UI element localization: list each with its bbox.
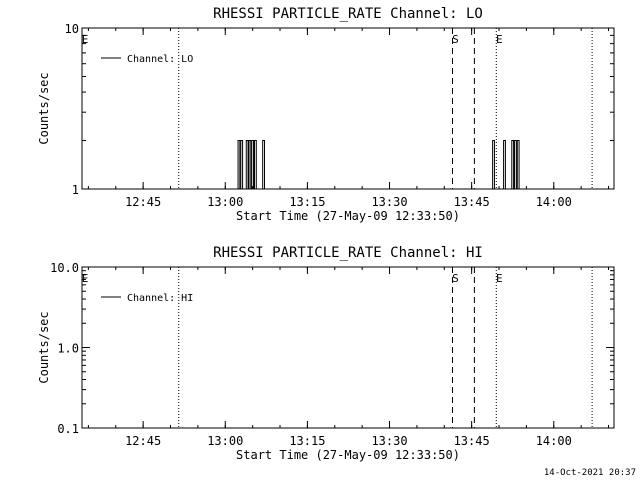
x-tick-label: 14:00 bbox=[536, 195, 572, 209]
event-mark-e: E bbox=[82, 33, 89, 46]
x-tick-label: 13:15 bbox=[289, 434, 325, 448]
data-spike bbox=[240, 140, 244, 189]
plot-title: RHESSI PARTICLE_RATE Channel: HI bbox=[213, 245, 483, 261]
x-tick-label: 13:15 bbox=[289, 195, 325, 209]
y-tick-label: 10 bbox=[65, 22, 79, 36]
plot-panel-1: RHESSI PARTICLE_RATE Channel: LO 12:45 13:… bbox=[37, 6, 615, 223]
plot-title: RHESSI PARTICLE_RATE Channel: LO bbox=[213, 6, 483, 22]
data-spike bbox=[503, 140, 506, 189]
event-mark-s: S bbox=[452, 272, 459, 285]
data-spike bbox=[516, 140, 520, 189]
event-mark-e: E bbox=[82, 272, 89, 285]
y-tick-label: 1 bbox=[72, 183, 79, 197]
plot-frame bbox=[81, 266, 615, 429]
data-spike bbox=[251, 140, 255, 189]
x-tick-label: 13:30 bbox=[371, 195, 407, 209]
y-tick-label: 0.1 bbox=[57, 422, 79, 436]
event-mark-e: E bbox=[496, 272, 503, 285]
data-spike bbox=[511, 140, 515, 189]
data-spike bbox=[262, 140, 265, 189]
event-mark-e: E bbox=[496, 33, 503, 46]
y-tick-label: 10.0 bbox=[50, 261, 79, 275]
legend-label: Channel: HI bbox=[127, 293, 193, 304]
y-axis-label: Counts/sec bbox=[37, 72, 51, 144]
data-spike bbox=[245, 140, 249, 189]
plot-timestamp: 14-Oct-2021 20:37 bbox=[543, 468, 636, 478]
data-spike bbox=[514, 140, 517, 189]
x-tick-label: 12:45 bbox=[125, 434, 161, 448]
x-axis-label: Start Time (27-May-09 12:33:50) bbox=[236, 448, 460, 462]
data-spike bbox=[253, 140, 257, 189]
plot-panel-2: RHESSI PARTICLE_RATE Channel: HI 12:45 13:… bbox=[37, 245, 615, 462]
data-spike bbox=[492, 140, 495, 189]
x-tick-label: 14:00 bbox=[536, 434, 572, 448]
x-tick-label: 12:45 bbox=[125, 195, 161, 209]
y-axis-label: Counts/sec bbox=[37, 311, 51, 383]
plot-frame bbox=[81, 27, 615, 190]
x-tick-label: 13:30 bbox=[371, 434, 407, 448]
x-tick-label: 13:00 bbox=[207, 195, 243, 209]
data-spike bbox=[248, 140, 252, 189]
x-tick-label: 13:00 bbox=[207, 434, 243, 448]
legend-label: Channel: LO bbox=[127, 54, 193, 65]
event-mark-s: S bbox=[452, 33, 459, 46]
x-tick-label: 13:45 bbox=[454, 434, 490, 448]
data-spike bbox=[237, 140, 241, 189]
x-axis-label: Start Time (27-May-09 12:33:50) bbox=[236, 209, 460, 223]
x-tick-label: 13:45 bbox=[454, 195, 490, 209]
y-tick-label: 1.0 bbox=[57, 342, 79, 356]
